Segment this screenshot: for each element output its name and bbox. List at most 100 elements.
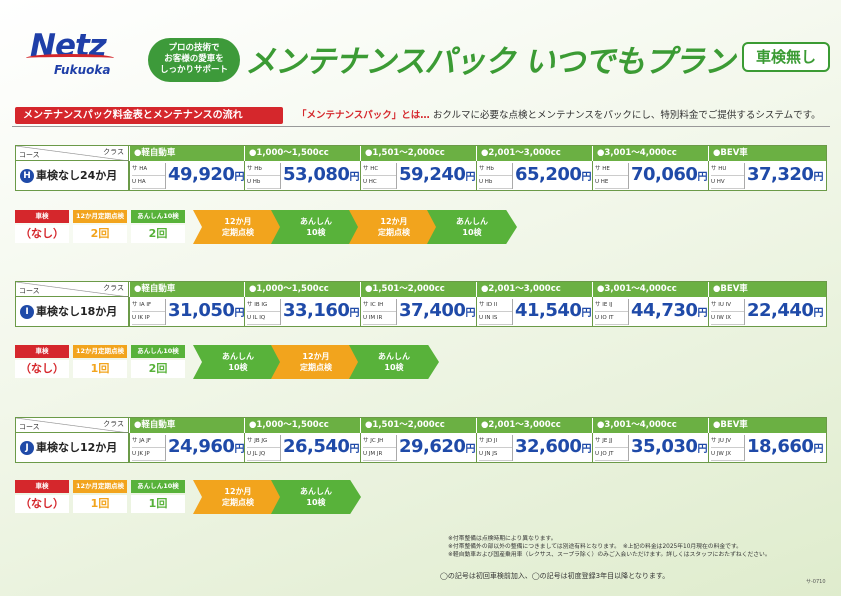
plan-legend: 車検 12か月定期点検 あんしん10検 （なし） 1回 1回 — [15, 480, 185, 514]
step-line: あんしん — [222, 352, 254, 361]
yen-unit: 円 — [697, 308, 707, 319]
flow-step-arrow: あんしん 10検 — [271, 480, 361, 514]
yen-unit: 円 — [234, 308, 244, 319]
class-header: ●軽自動車 — [129, 146, 244, 161]
note-line: ※軽自動車および国産乗用車（レクサス、スープラ除く）のみご入会いただけます。詳し… — [448, 552, 771, 558]
code-line: U HV — [711, 176, 744, 189]
legend-anshin-value: 2回 — [131, 225, 185, 243]
course-label: コース — [19, 423, 40, 431]
legend-anshin-header: あんしん10検 — [131, 345, 185, 358]
tagline-bubble: プロの技術で お客様の愛車を しっかりサポート — [148, 38, 240, 82]
price-cell: サ ID II U IN IS 41,540円 — [476, 297, 592, 327]
tagline-line: お客様の愛車を — [164, 54, 224, 64]
code-line: サ JB JG — [247, 435, 280, 448]
tagline-line: プロの技術で — [168, 43, 220, 53]
class-header-row — [16, 146, 826, 161]
class-header: ●1,501～2,000cc — [360, 146, 476, 161]
legend-12month-value: 1回 — [73, 360, 127, 378]
note-line: ※付帯整備外の部以外の整備につきましては別途有料となります。 ※上記の料金は20… — [448, 544, 742, 550]
section-heading: メンテナンスパック料金表とメンテナンスの流れ — [15, 107, 283, 124]
step-line: 定期点検 — [222, 498, 254, 507]
doc-code: サ-0710 — [806, 579, 826, 585]
plan-legend: 車検 12か月定期点検 あんしん10検 （なし） 1回 2回 — [15, 345, 185, 379]
corner-diagonal — [16, 282, 129, 297]
price-cell: サ JU JV U JW JX 18,660円 — [708, 433, 827, 463]
price-value: 37,320円 — [747, 164, 823, 185]
class-label: クラス — [103, 284, 124, 292]
code-line: U JN JS — [479, 448, 512, 461]
class-header: ●BEV車 — [708, 146, 827, 161]
class-header: ●3,001～4,000cc — [592, 418, 708, 433]
step-line: あんしん — [300, 487, 332, 496]
step-line: あんしん — [378, 352, 410, 361]
plan-codes: サ Hb U Hb — [247, 163, 281, 189]
divider — [12, 126, 830, 127]
price-cell: サ IC IH U IM IR 37,400円 — [360, 297, 476, 327]
plan-codes: サ JA JF U JK JP — [132, 435, 166, 461]
yen-unit: 円 — [349, 308, 359, 319]
step-line: 10検 — [306, 498, 326, 507]
step-line: 12か月 — [224, 487, 252, 496]
yen-unit: 円 — [697, 444, 707, 455]
plan-codes: サ HC U HC — [363, 163, 397, 189]
step-line: 12か月 — [224, 217, 252, 226]
class-header: ●1,000～1,500cc — [244, 146, 360, 161]
flow-step-arrow: 12か月定期点検 — [193, 210, 283, 244]
price-cell: サ JE JJ U JO JT 35,030円 — [592, 433, 708, 463]
footer-note: ◯の記号は初回車検前加入、◯の記号は初度登録3年目以降となります。 — [440, 572, 670, 580]
desc-key: 「メンテナンスパック」とは… — [297, 110, 430, 121]
price-cell: サ HC U HC 59,240円 — [360, 161, 476, 191]
price-cell: サ HA U HA 49,920円 — [129, 161, 244, 191]
price-value: 33,160円 — [283, 300, 359, 321]
price-cell: サ HE U HE 70,060円 — [592, 161, 708, 191]
code-line: U IW IX — [711, 312, 744, 325]
plan-codes: サ Hb U Hb — [479, 163, 513, 189]
step-line: 定期点検 — [222, 228, 254, 237]
code-line: U JO JT — [595, 448, 628, 461]
step-line: あんしん — [456, 217, 488, 226]
flow-step-arrow: あんしん 10検 — [349, 345, 439, 379]
table-corner: コース クラス — [16, 418, 129, 433]
yen-unit: 円 — [581, 172, 591, 183]
price-amount: 37,400 — [399, 300, 466, 321]
legend-anshin-value: 2回 — [131, 360, 185, 378]
code-line: U Hb — [479, 176, 512, 189]
price-value: 44,730円 — [631, 300, 707, 321]
price-value: 70,060円 — [631, 164, 707, 185]
yen-unit: 円 — [465, 308, 475, 319]
class-header: ●1,501～2,000cc — [360, 282, 476, 297]
class-header: ●軽自動車 — [129, 418, 244, 433]
legend-12month-value: 2回 — [73, 225, 127, 243]
yen-unit: 円 — [234, 172, 244, 183]
price-value: 29,620円 — [399, 436, 475, 457]
yen-unit: 円 — [349, 444, 359, 455]
code-line: U JM JR — [363, 448, 396, 461]
code-line: U JL JQ — [247, 448, 280, 461]
price-amount: 29,620 — [399, 436, 466, 457]
price-cell: サ Hb U Hb 65,200円 — [476, 161, 592, 191]
legend-anshin-header: あんしん10検 — [131, 480, 185, 493]
no-inspection-badge: 車検無し — [742, 42, 830, 72]
plan-codes: サ IC IH U IM IR — [363, 299, 397, 325]
plan-legend: 車検 12か月定期点検 あんしん10検 （なし） 2回 2回 — [15, 210, 185, 244]
plan-codes: サ JU JV U JW JX — [711, 435, 745, 461]
yen-unit: 円 — [465, 172, 475, 183]
plan-codes: サ HA U HA — [132, 163, 166, 189]
code-line: サ HA — [132, 163, 165, 176]
code-line: U JW JX — [711, 448, 744, 461]
logo-swoosh — [26, 54, 114, 62]
code-line: U Hb — [247, 176, 280, 189]
class-header: ●3,001～4,000cc — [592, 282, 708, 297]
step-line: 12か月 — [302, 352, 330, 361]
price-value: 49,920円 — [168, 164, 244, 185]
price-cell: サ JD JI U JN JS 32,600円 — [476, 433, 592, 463]
plan-label: J 車検なし12か月 — [16, 433, 129, 463]
code-line: U HC — [363, 176, 396, 189]
code-line: U IL IQ — [247, 312, 280, 325]
step-line: 定期点検 — [378, 228, 410, 237]
price-cell: サ HU U HV 37,320円 — [708, 161, 827, 191]
logo-sub: Fukuoka — [54, 63, 111, 77]
price-amount: 24,960 — [168, 436, 235, 457]
code-line: サ IA IF — [132, 299, 165, 312]
class-header: ●軽自動車 — [129, 282, 244, 297]
